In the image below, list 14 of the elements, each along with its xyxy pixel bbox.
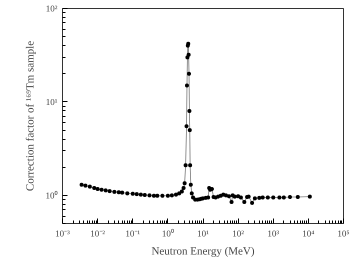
y-axis-title: Correction factor of ¹⁶⁹Tm sample: [24, 40, 36, 192]
x-axis-title: Neutron Energy (MeV): [151, 246, 255, 258]
y-tick-label: 10¹: [46, 96, 58, 107]
x-tick-label: 10⁻¹: [125, 228, 140, 238]
x-tick-label: 10¹: [197, 228, 210, 238]
x-tick-label: 10⁻²: [90, 228, 106, 238]
x-tick-label: 10⁰: [162, 228, 174, 238]
x-tick-label: 10⁴: [302, 228, 314, 238]
x-tick-label: 10⁻³: [55, 228, 70, 238]
y-tick-label: 10²: [46, 4, 58, 14]
x-tick-label: 10⁵: [337, 228, 350, 238]
x-tick-label: 10²: [232, 228, 244, 238]
y-tick-label: 10⁰: [46, 190, 58, 200]
x-tick-label: 10³: [267, 228, 280, 238]
